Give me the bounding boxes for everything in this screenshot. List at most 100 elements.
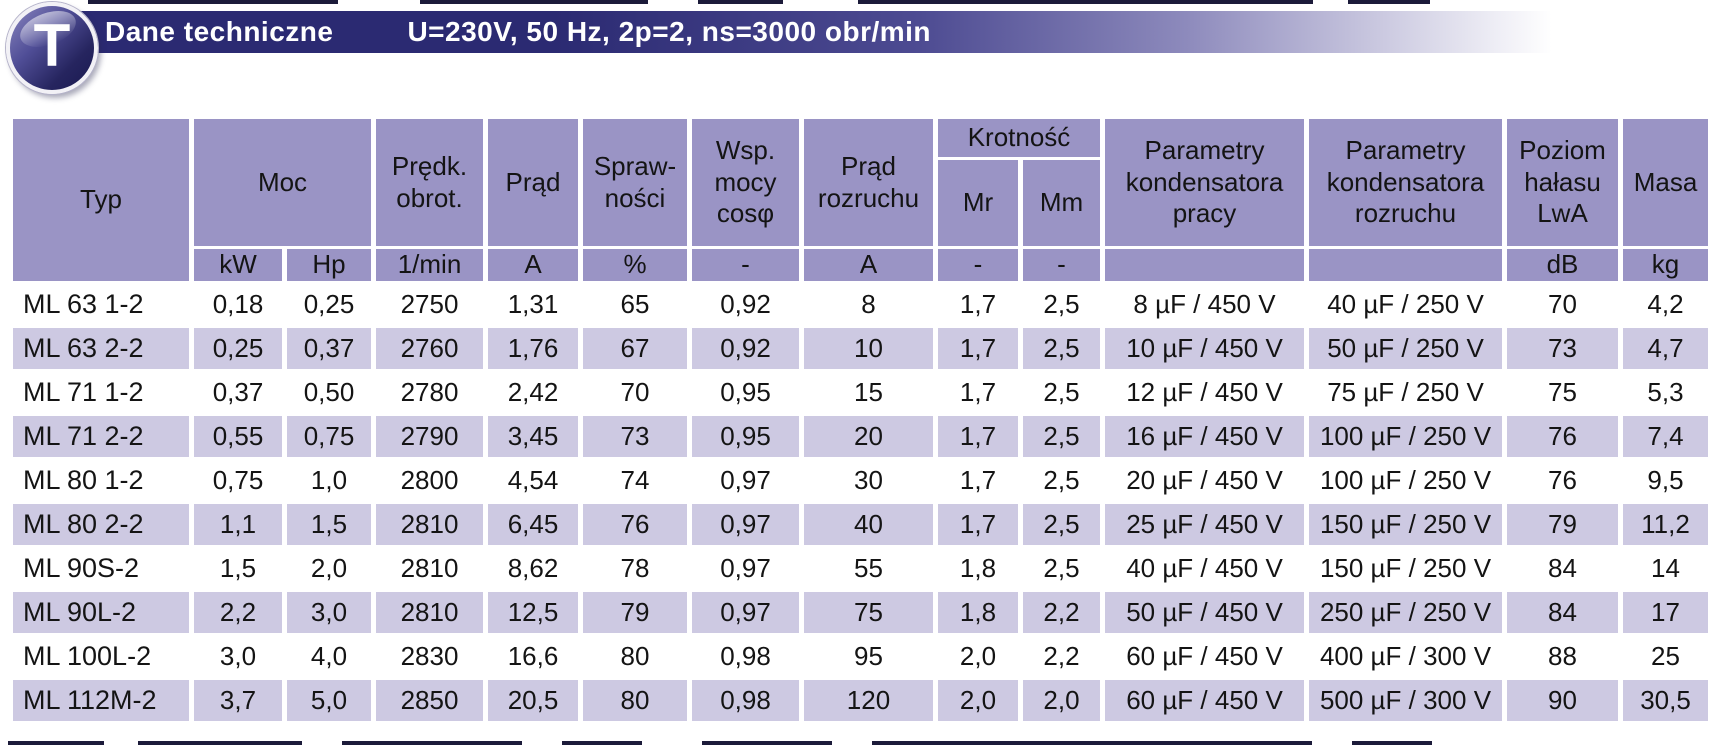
table-cell: 2810 (376, 503, 483, 545)
unit-cell (1309, 249, 1502, 281)
table-cell: 0,95 (692, 415, 799, 457)
scan-artifact (1348, 0, 1430, 4)
table-row: ML 63 1-2 0,18 0,25 2750 1,31 65 0,92 8 1,7 2,5 8 … (13, 283, 1708, 325)
table-cell: 17 (1623, 591, 1708, 633)
table-cell: 8,62 (488, 547, 578, 589)
motor-type-cell: ML 71 2-2 (13, 415, 189, 457)
header-banner: Dane techniczne U=230V, 50 Hz, 2p=2, ns=… (55, 11, 1718, 53)
table-cell: 7,4 (1623, 415, 1708, 457)
table-cell: 2,0 (938, 635, 1018, 677)
table-cell: 30 (804, 459, 933, 501)
table-cell: 84 (1507, 547, 1618, 589)
table-cell: 0,97 (692, 503, 799, 545)
table-row: ML 90L-2 2,2 3,0 2810 12,5 79 0,97 75 1,8 2,2 50 µ… (13, 591, 1708, 633)
table-cell: 2,0 (287, 547, 371, 589)
unit-cell: 1/min (376, 249, 483, 281)
table-cell: 20 (804, 415, 933, 457)
scan-artifact (562, 741, 642, 745)
unit-cell (1105, 249, 1304, 281)
table-cell: 150 µF / 250 V (1309, 547, 1502, 589)
scan-artifact (858, 0, 1313, 4)
table-cell: 16 µF / 450 V (1105, 415, 1304, 457)
table-cell: 2790 (376, 415, 483, 457)
table-row: ML 63 2-2 0,25 0,37 2760 1,76 67 0,92 10 1,7 2,5 1… (13, 327, 1708, 369)
table-cell: 8 µF / 450 V (1105, 283, 1304, 325)
table-cell: 78 (583, 547, 687, 589)
table-cell: 0,97 (692, 591, 799, 633)
table-cell: 20 µF / 450 V (1105, 459, 1304, 501)
electrical-spec-subtitle: U=230V, 50 Hz, 2p=2, ns=3000 obr/min (407, 16, 932, 47)
table-cell: 73 (583, 415, 687, 457)
table-cell: 0,97 (692, 459, 799, 501)
unit-cell: Hp (287, 249, 371, 281)
table-cell: 2760 (376, 327, 483, 369)
table-cell: 0,97 (692, 547, 799, 589)
units-row: kW Hp 1/min A % - A - - dB kg (13, 249, 1708, 281)
table-cell: 2,5 (1023, 459, 1100, 501)
table-cell: 40 µF / 250 V (1309, 283, 1502, 325)
unit-cell: kW (194, 249, 282, 281)
table-cell: 1,7 (938, 503, 1018, 545)
table-row: ML 71 1-2 0,37 0,50 2780 2,42 70 0,95 15 1,7 2,5 1… (13, 371, 1708, 413)
table-cell: 76 (583, 503, 687, 545)
table-cell: 2750 (376, 283, 483, 325)
table-cell: 79 (583, 591, 687, 633)
unit-cell: % (583, 249, 687, 281)
scan-artifact (1352, 741, 1432, 745)
table-cell: 3,45 (488, 415, 578, 457)
table-cell: 90 (1507, 679, 1618, 721)
t-circle-logo-icon: T (6, 2, 98, 94)
table-cell: 2,5 (1023, 547, 1100, 589)
table-cell: 80 (583, 635, 687, 677)
col-header-krotnosc: Krotność (938, 119, 1100, 157)
col-header-prad: Prąd (488, 119, 578, 246)
logo-letter: T (33, 12, 71, 79)
table-cell: 1,31 (488, 283, 578, 325)
table-cell: 100 µF / 250 V (1309, 415, 1502, 457)
unit-cell: kg (1623, 249, 1708, 281)
table-cell: 4,54 (488, 459, 578, 501)
col-header-typ: Typ (13, 119, 189, 281)
scan-artifact (420, 0, 648, 4)
table-cell: 70 (583, 371, 687, 413)
table-cell: 2780 (376, 371, 483, 413)
table-cell: 2,0 (1023, 679, 1100, 721)
table-cell: 3,7 (194, 679, 282, 721)
motor-type-cell: ML 100L-2 (13, 635, 189, 677)
table-row: ML 71 2-2 0,55 0,75 2790 3,45 73 0,95 20 1,7 2,5 1… (13, 415, 1708, 457)
motor-type-cell: ML 63 1-2 (13, 283, 189, 325)
table-cell: 8 (804, 283, 933, 325)
table-cell: 2,2 (1023, 635, 1100, 677)
table-row: ML 80 2-2 1,1 1,5 2810 6,45 76 0,97 40 1,7 2,5 25 … (13, 503, 1708, 545)
table-cell: 88 (1507, 635, 1618, 677)
table-row: ML 90S-2 1,5 2,0 2810 8,62 78 0,97 55 1,8 2,5 40 µ… (13, 547, 1708, 589)
table-cell: 0,37 (287, 327, 371, 369)
table-cell: 75 µF / 250 V (1309, 371, 1502, 413)
col-header-prad-rozruchu: Prąd rozruchu (804, 119, 933, 246)
table-cell: 0,75 (194, 459, 282, 501)
scan-artifact (698, 0, 783, 4)
table-cell: 0,25 (194, 327, 282, 369)
table-cell: 12 µF / 450 V (1105, 371, 1304, 413)
table-cell: 2,5 (1023, 415, 1100, 457)
table-cell: 2,5 (1023, 283, 1100, 325)
table-cell: 12,5 (488, 591, 578, 633)
table-cell: 150 µF / 250 V (1309, 503, 1502, 545)
unit-cell: - (1023, 249, 1100, 281)
table-cell: 75 (804, 591, 933, 633)
table-cell: 0,55 (194, 415, 282, 457)
table-cell: 25 (1623, 635, 1708, 677)
table-cell: 1,7 (938, 459, 1018, 501)
table-cell: 79 (1507, 503, 1618, 545)
table-cell: 0,98 (692, 679, 799, 721)
table-cell: 2,5 (1023, 327, 1100, 369)
unit-cell: A (488, 249, 578, 281)
col-header-predk-obrot: Prędk. obrot. (376, 119, 483, 246)
table-cell: 67 (583, 327, 687, 369)
technical-data-table: Typ Moc Prędk. obrot. Prąd Spraw- ności … (8, 116, 1713, 724)
table-cell: 80 (583, 679, 687, 721)
table-cell: 84 (1507, 591, 1618, 633)
motor-type-cell: ML 71 1-2 (13, 371, 189, 413)
table-cell: 6,45 (488, 503, 578, 545)
table-cell: 2,42 (488, 371, 578, 413)
